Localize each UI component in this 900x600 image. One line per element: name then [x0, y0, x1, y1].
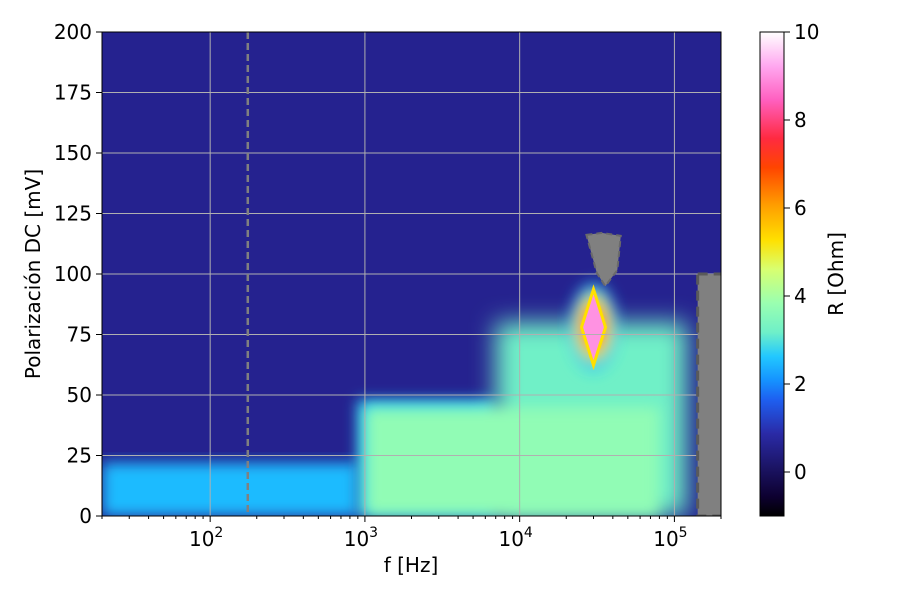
colorbar-label: R [Ohm]: [824, 232, 848, 316]
colorbar: [759, 31, 785, 517]
y-tick-label-2: 50: [67, 383, 92, 407]
x-axis-ticks: 102 103 104 105: [101, 516, 722, 551]
y-axis-ticks: 0 25 50 75 100 125 150 175 200: [54, 20, 102, 528]
y-tick-label-0: 0: [79, 504, 92, 528]
x-tick-label-2: 104: [498, 525, 532, 551]
y-tick-label-1: 25: [67, 444, 92, 468]
masked-region-0: [585, 231, 622, 288]
y-tick-label-6: 150: [54, 141, 92, 165]
masked-region-1: [696, 272, 721, 516]
x-tick-label-3: 105: [653, 525, 687, 551]
colorbar-tick-label-4: 8: [794, 108, 807, 132]
y-tick-label-4: 100: [54, 262, 92, 286]
x-tick-label-0: 102: [189, 525, 223, 551]
colorbar-tick-label-2: 4: [794, 284, 807, 308]
colorbar-tick-label-3: 6: [794, 196, 807, 220]
peak-marker: [579, 284, 608, 371]
colorbar-tick-label-5: 10: [794, 20, 819, 44]
grid-lines: [102, 31, 721, 517]
heatmap-region-4: [364, 407, 660, 516]
y-tick-label-7: 175: [54, 81, 92, 105]
y-tick-label-3: 75: [67, 323, 92, 347]
colorbar-ticks: 0 2 4 6 8 10: [784, 20, 819, 484]
colorbar-tick-label-1: 2: [794, 372, 807, 396]
y-tick-label-8: 200: [54, 20, 92, 44]
heatmap-region-1: [102, 462, 358, 516]
colorbar-tick-label-0: 0: [794, 460, 807, 484]
masked-regions: [585, 231, 721, 516]
x-tick-label-1: 103: [344, 525, 378, 551]
y-tick-label-5: 125: [54, 202, 92, 226]
y-axis-label: Polarización DC [mV]: [21, 169, 45, 379]
x-axis-label: f [Hz]: [384, 553, 439, 577]
